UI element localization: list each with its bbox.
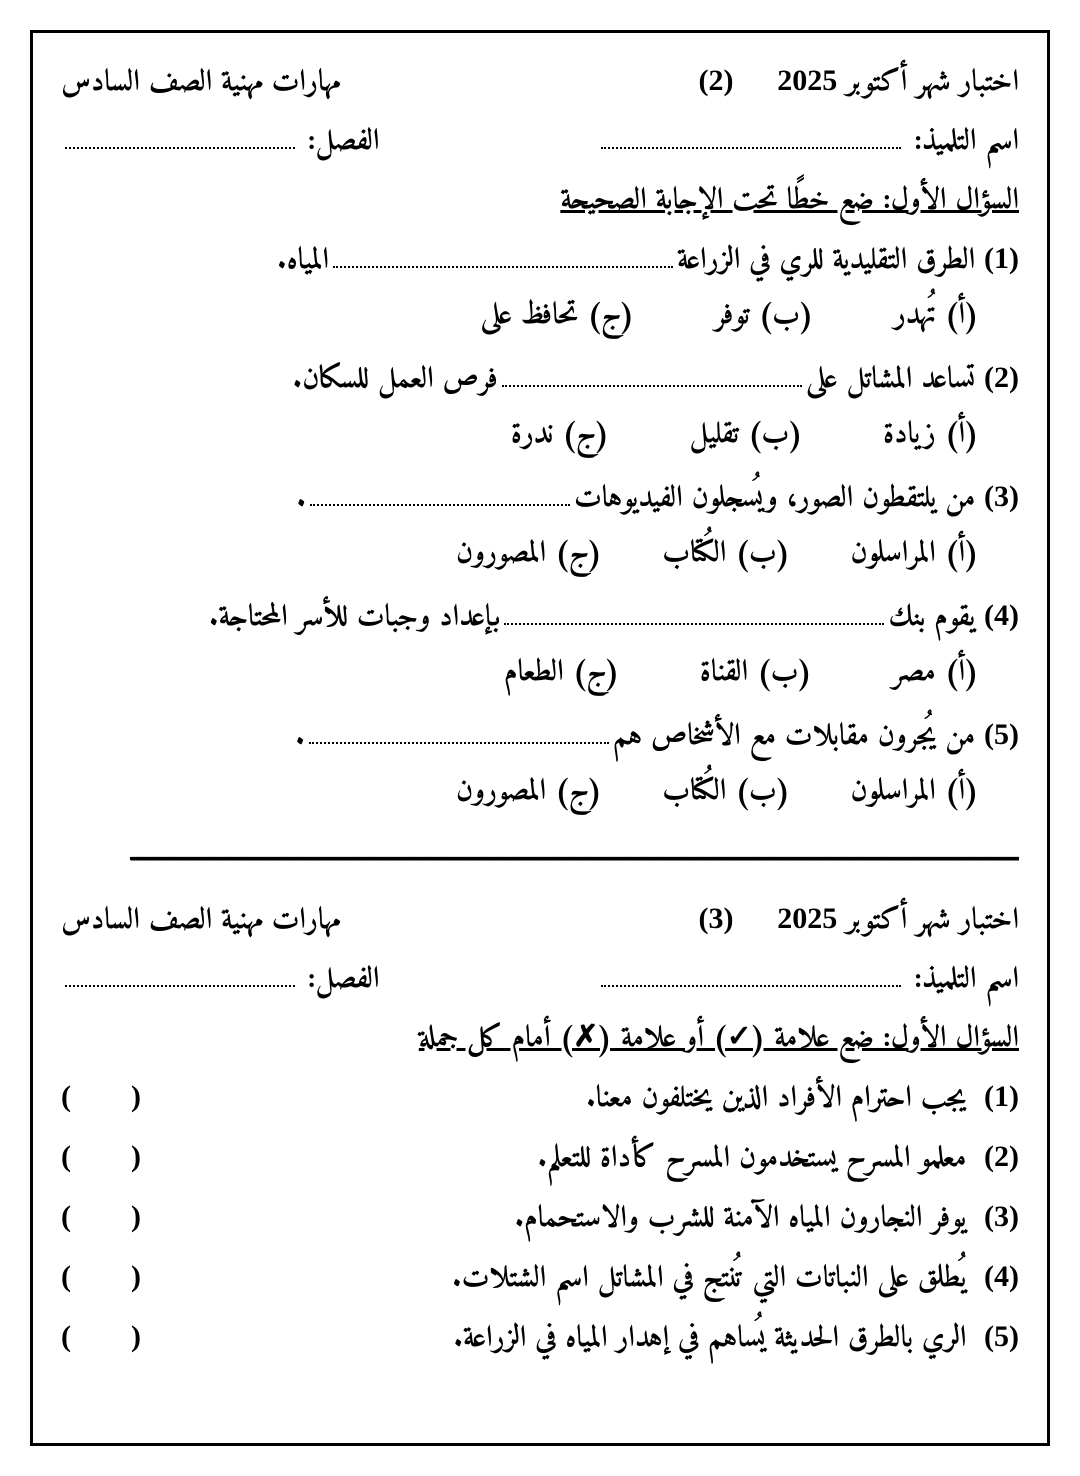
- test1-title-pre: اختبار شهر أكتوبر: [846, 57, 1019, 110]
- opt-b[interactable]: (ب) تقليل: [689, 410, 803, 461]
- item-blank[interactable]: [309, 717, 609, 744]
- test2-item4: (4) يُطلق على النباتات التي تُنتج في الم…: [61, 1251, 1019, 1305]
- test2-item1: (1) يجب احترام الأفراد الذين يختلفون معن…: [61, 1071, 1019, 1125]
- test1-name-row: اسم التلميذ: الفصل:: [61, 117, 1019, 168]
- item-num: (4): [984, 1260, 1019, 1293]
- test2-name-label: اسم التلميذ:: [914, 954, 1019, 1007]
- answer-paren[interactable]: (): [61, 1131, 201, 1182]
- test1-item1: (1) الطرق التقليدية للري في الزراعة المي…: [61, 233, 1019, 287]
- test2-class-blank[interactable]: [65, 960, 295, 987]
- opt-b[interactable]: (ب) توفر: [714, 291, 813, 342]
- opt-c[interactable]: (ج) المصورون: [456, 529, 602, 580]
- page-border: اختبار شهر أكتوبر 2025 (2) مهارات مهنية …: [30, 30, 1050, 1446]
- test1-class-blank[interactable]: [65, 122, 295, 149]
- item-text-after: .: [296, 474, 306, 525]
- test2-item2: (2) معلمو المسرح يستخدمون المسرح كأداة ل…: [61, 1131, 1019, 1185]
- opt-c[interactable]: (ج) ندرة: [511, 410, 610, 461]
- test2-number: (3): [698, 902, 733, 935]
- test1-item3: (3) من يلتقطون الصور، ويُسجلون الفيديوها…: [61, 471, 1019, 525]
- item-text-before: تساعد المشاتل على: [806, 355, 975, 406]
- item-blank[interactable]: [504, 598, 884, 625]
- item-text: يجب احترام الأفراد الذين يختلفون معنا.: [586, 1073, 966, 1126]
- opt-a[interactable]: (أ) تُهدر: [894, 291, 979, 342]
- test1-item4: (4) يقوم بنك بإعداد وجبات للأسر المحتاجة…: [61, 590, 1019, 644]
- test2-class-field: الفصل:: [61, 955, 380, 1006]
- test1-item2-options: (أ) زيادة (ب) تقليل (ج) ندرة: [61, 410, 1019, 461]
- test1-item5: (5) من يُجرون مقابلات مع الأشخاص هم .: [61, 709, 1019, 763]
- opt-c[interactable]: (ج) تحافظ على: [481, 291, 635, 342]
- test2-class-label: الفصل:: [308, 954, 380, 1007]
- test1-item5-options: (أ) المراسلون (ب) الكُتاب (ج) المصورون: [61, 767, 1019, 818]
- test2-item5: (5) الري بالطرق الحديثة يُساهم في إهدار …: [61, 1311, 1019, 1365]
- item-blank[interactable]: [502, 360, 802, 387]
- opt-a[interactable]: (أ) المراسلون: [850, 529, 979, 580]
- test2-q1-title: السؤال الأول: ضع علامة (✓) أو علامة (✗) …: [61, 1014, 1019, 1065]
- test1-number: (2): [698, 64, 733, 97]
- item-num: (1): [984, 1080, 1019, 1113]
- item-blank[interactable]: [333, 241, 673, 268]
- test2-title-right: اختبار شهر أكتوبر 2025 (3): [698, 893, 1019, 947]
- item-text: يوفر النجارون المياه الآمنة للشرب والاست…: [515, 1193, 967, 1246]
- item-text-before: يقوم بنك: [888, 593, 975, 644]
- opt-a[interactable]: (أ) المراسلون: [850, 767, 979, 818]
- test1-subject: مهارات مهنية الصف السادس: [61, 58, 341, 109]
- test2-title-pre: اختبار شهر أكتوبر: [846, 895, 1019, 948]
- item-text-after: بإعداد وجبات للأسر المحتاجة.: [209, 593, 500, 644]
- item-blank[interactable]: [310, 479, 570, 506]
- opt-b[interactable]: (ب) القناة: [700, 648, 812, 699]
- test2-name-blank[interactable]: [601, 960, 901, 987]
- test1-item4-options: (أ) مصر (ب) القناة (ج) الطعام: [61, 648, 1019, 699]
- item-num: (2): [984, 352, 1019, 403]
- opt-b[interactable]: (ب) الكُتاب: [662, 529, 790, 580]
- opt-a[interactable]: (أ) مصر: [892, 648, 979, 699]
- item-text-after: .: [295, 712, 305, 763]
- answer-paren[interactable]: (): [61, 1251, 201, 1302]
- item-text-before: من يلتقطون الصور، ويُسجلون الفيديوهات: [574, 474, 975, 525]
- item-text: معلمو المسرح يستخدمون المسرح كأداة للتعل…: [538, 1133, 967, 1186]
- separator: ــــــــــــــــــــــــــــــــــــــــ…: [61, 828, 1019, 879]
- item-num: (1): [984, 233, 1019, 284]
- test1-year: 2025: [777, 64, 837, 97]
- item-num: (2): [984, 1140, 1019, 1173]
- test1-header: اختبار شهر أكتوبر 2025 (2) مهارات مهنية …: [61, 55, 1019, 109]
- item-text-after: المياه.: [277, 236, 329, 287]
- test1-class-label: الفصل:: [308, 116, 380, 169]
- test1-class-field: الفصل:: [61, 117, 380, 168]
- answer-paren[interactable]: (): [61, 1191, 201, 1242]
- test2-subject: مهارات مهنية الصف السادس: [61, 896, 341, 947]
- opt-a[interactable]: (أ) زيادة: [883, 410, 979, 461]
- test2-name-field: اسم التلميذ:: [597, 955, 1019, 1006]
- test1-name-field: اسم التلميذ:: [597, 117, 1019, 168]
- test2-name-row: اسم التلميذ: الفصل:: [61, 955, 1019, 1006]
- item-num: (5): [984, 709, 1019, 760]
- opt-c[interactable]: (ج) الطعام: [504, 648, 620, 699]
- item-text: يُطلق على النباتات التي تُنتج في المشاتل…: [452, 1253, 966, 1306]
- test1-q1-title: السؤال الأول: ضع خطًا تحت الإجابة الصحيح…: [61, 176, 1019, 227]
- test1-title-right: اختبار شهر أكتوبر 2025 (2): [698, 55, 1019, 109]
- test1-name-blank[interactable]: [601, 122, 901, 149]
- test2-year: 2025: [777, 902, 837, 935]
- answer-paren[interactable]: (): [61, 1311, 201, 1362]
- item-text: الري بالطرق الحديثة يُساهم في إهدار المي…: [454, 1313, 967, 1366]
- answer-paren[interactable]: (): [61, 1071, 201, 1122]
- test1-item1-options: (أ) تُهدر (ب) توفر (ج) تحافظ على: [61, 291, 1019, 342]
- item-text-before: من يُجرون مقابلات مع الأشخاص هم: [613, 712, 975, 763]
- test2-header: اختبار شهر أكتوبر 2025 (3) مهارات مهنية …: [61, 893, 1019, 947]
- item-num: (5): [984, 1320, 1019, 1353]
- item-num: (3): [984, 471, 1019, 522]
- item-num: (3): [984, 1200, 1019, 1233]
- test1-name-label: اسم التلميذ:: [914, 116, 1019, 169]
- item-num: (4): [984, 590, 1019, 641]
- opt-b[interactable]: (ب) الكُتاب: [662, 767, 790, 818]
- item-text-before: الطرق التقليدية للري في الزراعة: [677, 236, 975, 287]
- item-text-after: فرص العمل للسكان.: [293, 355, 498, 406]
- test2-item3: (3) يوفر النجارون المياه الآمنة للشرب وا…: [61, 1191, 1019, 1245]
- test1-item3-options: (أ) المراسلون (ب) الكُتاب (ج) المصورون: [61, 529, 1019, 580]
- opt-c[interactable]: (ج) المصورون: [456, 767, 602, 818]
- test1-item2: (2) تساعد المشاتل على فرص العمل للسكان.: [61, 352, 1019, 406]
